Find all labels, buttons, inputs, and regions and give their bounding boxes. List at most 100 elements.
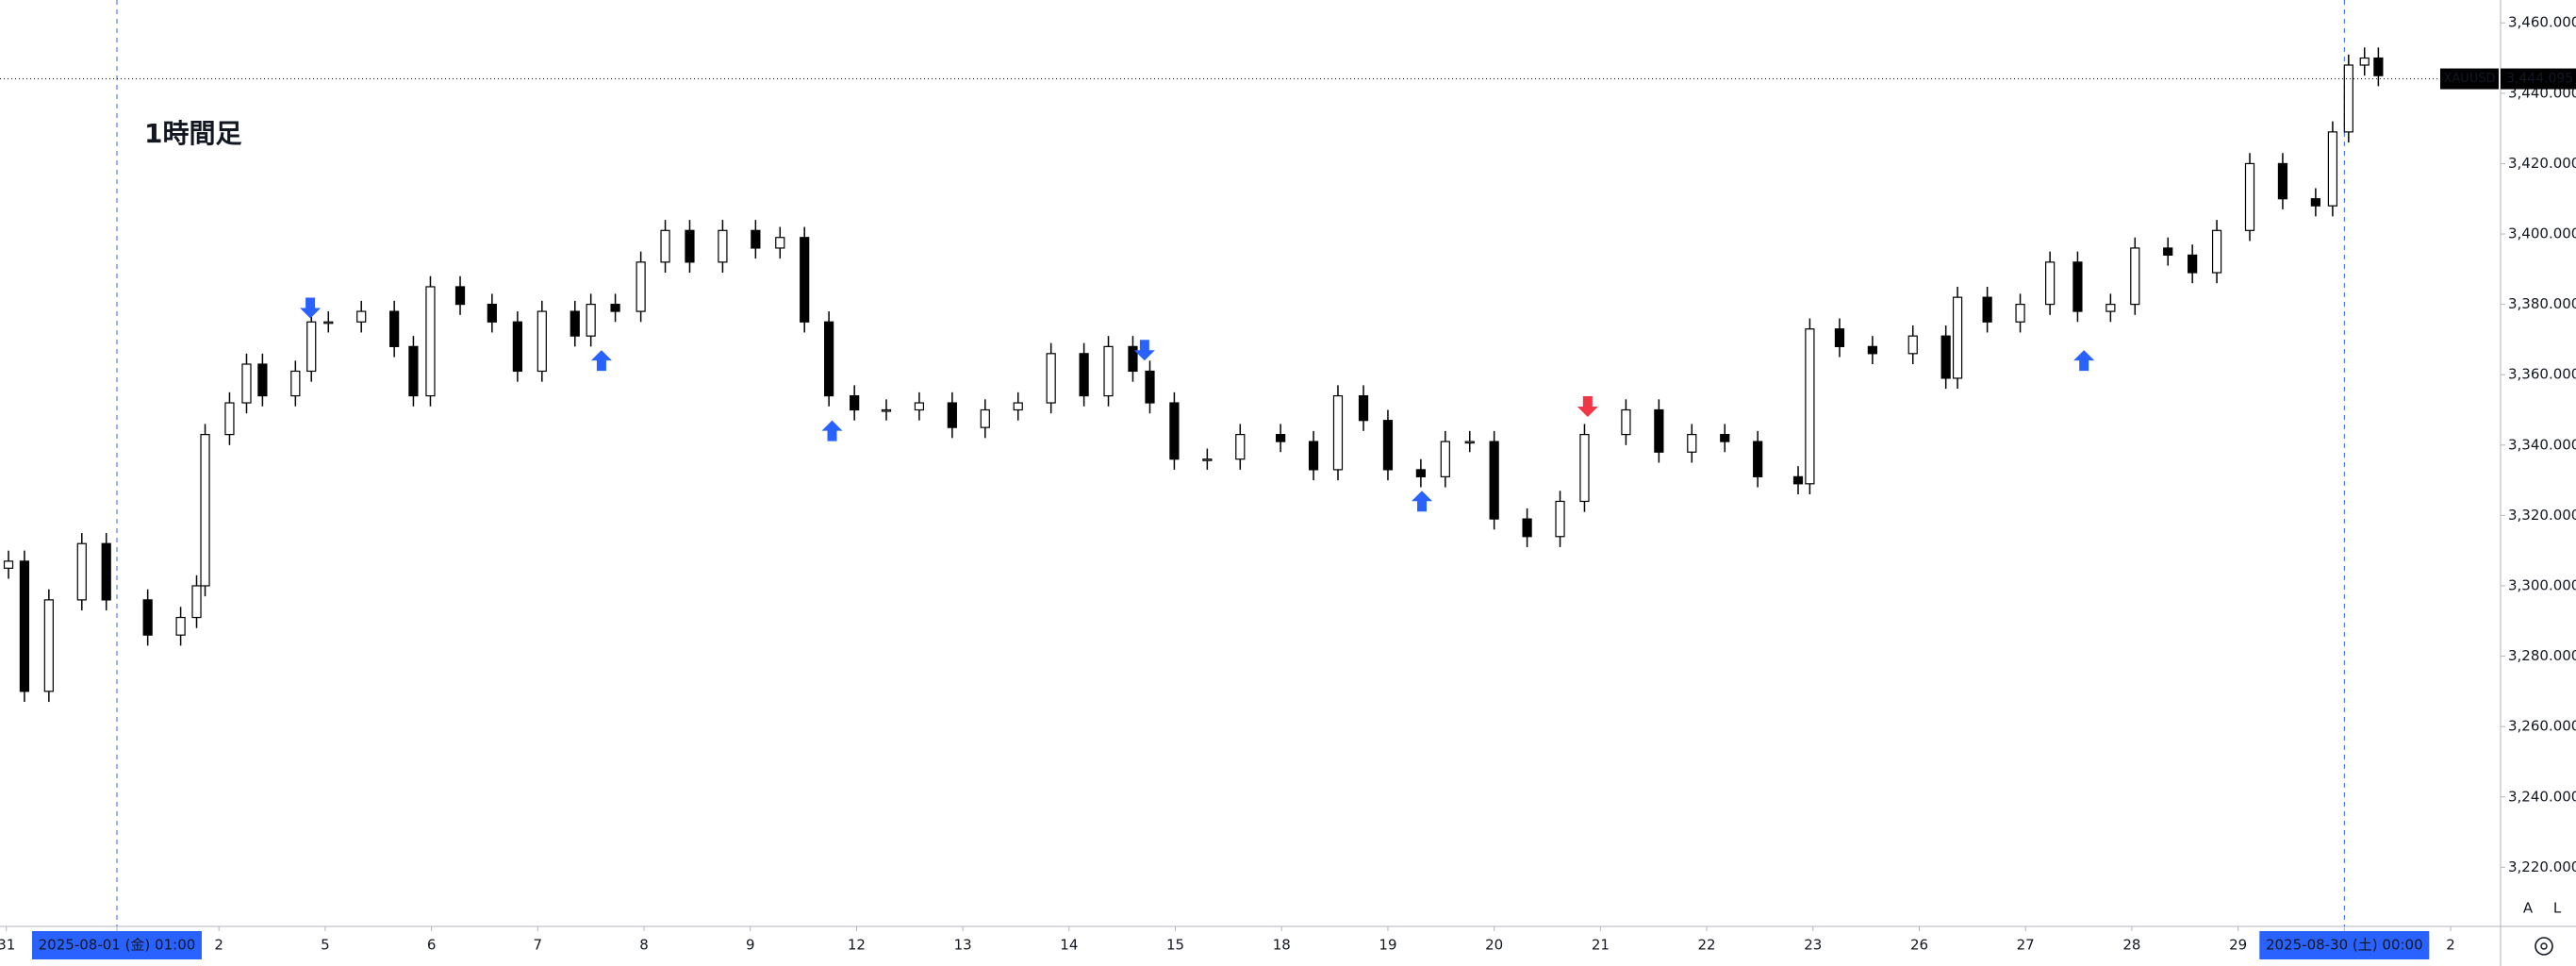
candle-body bbox=[2163, 247, 2173, 256]
settings-button[interactable] bbox=[2535, 937, 2553, 956]
candle-body bbox=[76, 542, 87, 601]
candle-body bbox=[2277, 162, 2288, 200]
candle-body bbox=[881, 408, 892, 412]
log-scale-button[interactable]: L bbox=[2553, 900, 2562, 917]
candle-body bbox=[142, 599, 153, 636]
candle-body bbox=[512, 321, 522, 373]
x-tick-label: 20 bbox=[1485, 937, 1503, 954]
signal-arrow bbox=[300, 297, 322, 319]
candle-body bbox=[191, 585, 202, 619]
candle-body bbox=[914, 402, 925, 411]
x-tick-label: 5 bbox=[321, 937, 330, 954]
x-tick-label: 19 bbox=[1379, 937, 1396, 954]
signal-arrow bbox=[1412, 491, 1433, 512]
candle-body bbox=[1046, 353, 1056, 404]
candle-body bbox=[1805, 328, 1815, 485]
x-tick-label: 7 bbox=[534, 937, 543, 954]
y-tick-label: 3,280.000 bbox=[2508, 647, 2576, 664]
candle-body bbox=[1940, 335, 1951, 379]
candle-body bbox=[537, 310, 547, 373]
x-tick-label: 23 bbox=[1804, 937, 1822, 954]
y-tick-label: 3,220.000 bbox=[2508, 858, 2576, 875]
candle-body bbox=[2072, 261, 2083, 312]
candle-body bbox=[389, 310, 400, 347]
candle-body bbox=[1522, 518, 1532, 538]
candle-body bbox=[1621, 408, 1631, 436]
auto-scale-button[interactable]: A bbox=[2523, 900, 2534, 917]
x-tick-label: 15 bbox=[1166, 937, 1184, 954]
x-tick-label: 2 bbox=[2446, 937, 2455, 954]
candle-body bbox=[1489, 441, 1499, 520]
candle-body bbox=[241, 363, 252, 404]
signal-arrow bbox=[2073, 350, 2095, 372]
x-tick-label: 18 bbox=[1273, 937, 1291, 954]
candle-body bbox=[2359, 57, 2370, 66]
candle-body bbox=[19, 560, 30, 692]
candle-body bbox=[200, 434, 210, 587]
y-tick-label: 3,300.000 bbox=[2508, 576, 2576, 593]
candle-body bbox=[454, 286, 466, 306]
candle-body bbox=[1103, 345, 1114, 397]
y-tick-label: 3,380.000 bbox=[2508, 295, 2576, 312]
candle-body bbox=[1654, 408, 1664, 453]
candle-body bbox=[1440, 441, 1450, 477]
candle-body bbox=[2130, 247, 2140, 306]
candle-body bbox=[1952, 296, 1963, 379]
candle-body bbox=[3, 560, 14, 569]
candle-body bbox=[1358, 394, 1369, 422]
candle-body bbox=[610, 304, 620, 312]
candle-body bbox=[2015, 304, 2025, 323]
candle-body bbox=[800, 237, 810, 323]
candle-body bbox=[408, 345, 419, 397]
candle-body bbox=[1792, 475, 1804, 485]
y-tick-label: 3,420.000 bbox=[2508, 155, 2576, 172]
x-tick-label: 2025-08-01 (金) 01:00 bbox=[39, 937, 196, 954]
candle-body bbox=[224, 402, 235, 436]
candle-body bbox=[1382, 420, 1394, 471]
x-tick-label: 29 bbox=[2229, 937, 2247, 954]
candle-body bbox=[2211, 229, 2222, 274]
candle-body bbox=[43, 599, 54, 692]
candle-body bbox=[947, 402, 957, 428]
candle-body bbox=[1128, 345, 1138, 373]
candle-body bbox=[660, 229, 670, 263]
candle-body bbox=[306, 321, 317, 373]
candle-body bbox=[850, 394, 860, 411]
signal-arrow bbox=[821, 420, 843, 441]
candle-body bbox=[2188, 254, 2198, 274]
candle-body bbox=[1834, 328, 1845, 347]
candle-body bbox=[824, 321, 834, 397]
settings-icon bbox=[2535, 937, 2553, 956]
candle-body bbox=[980, 408, 990, 428]
x-tick-label: 21 bbox=[1592, 937, 1610, 954]
x-tick-label: 14 bbox=[1060, 937, 1078, 954]
y-tick-label: 3,320.000 bbox=[2508, 507, 2576, 524]
y-tick-label: 3,260.000 bbox=[2508, 718, 2576, 735]
last-price-label-bg bbox=[2501, 68, 2576, 90]
candle-body bbox=[570, 310, 580, 337]
candle-body bbox=[356, 310, 367, 323]
candle-body bbox=[2310, 198, 2320, 207]
candle-body bbox=[1332, 394, 1344, 471]
candle-body bbox=[1145, 370, 1155, 404]
candle-body bbox=[257, 363, 268, 397]
candle-body bbox=[1169, 402, 1180, 460]
x-tick-label: 12 bbox=[848, 937, 866, 954]
candle-body bbox=[2244, 162, 2255, 231]
candle-body bbox=[2373, 57, 2384, 76]
scale-buttons: A L bbox=[2523, 900, 2562, 917]
x-tick-label: 22 bbox=[1698, 937, 1716, 954]
x-tick-highlight bbox=[31, 931, 202, 959]
y-tick-label: 3,460.000 bbox=[2508, 14, 2576, 31]
signal-arrow bbox=[1133, 340, 1155, 361]
candle-body bbox=[1013, 402, 1023, 411]
candle-body bbox=[718, 229, 728, 263]
candle-body bbox=[1579, 434, 1590, 503]
x-tick-highlight bbox=[2259, 931, 2430, 959]
candle-body bbox=[636, 261, 646, 312]
candle-body bbox=[1982, 296, 1992, 323]
y-tick-label: 3,240.000 bbox=[2508, 788, 2576, 805]
x-tick-label: 2025-08-30 (土) 00:00 bbox=[2266, 937, 2423, 954]
